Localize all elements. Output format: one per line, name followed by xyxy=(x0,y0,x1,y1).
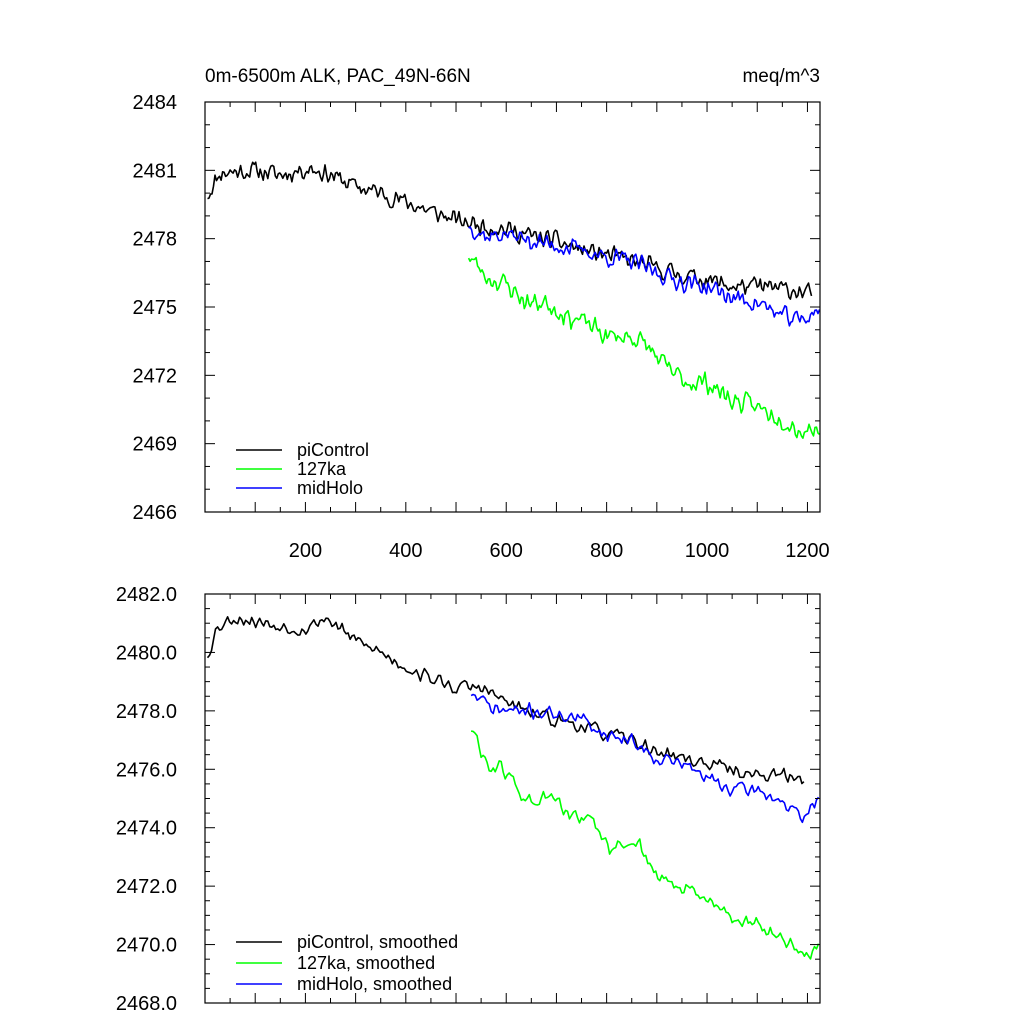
legend-label: midHolo xyxy=(297,478,363,498)
x-tick-label: 1000 xyxy=(685,540,730,562)
y-tick-label: 2472 xyxy=(133,365,178,387)
x-tick-label: 200 xyxy=(289,540,322,562)
y-tick-label: 2470.0 xyxy=(116,935,177,957)
series-line-midholo-smoothed xyxy=(470,693,820,824)
legend-label: midHolo, smoothed xyxy=(297,974,452,994)
bottom-panel: 2468.0 2470.0 2472.0 2474.0 2476.0 2478.0 2480… xyxy=(116,584,821,1015)
series-group xyxy=(206,616,820,960)
x-tick-label: 400 xyxy=(389,540,422,562)
legend-label: 127ka xyxy=(297,459,347,479)
y-tick-label: 2484 xyxy=(133,92,178,114)
y-tick-label: 2482.0 xyxy=(116,584,177,606)
y-tick-label: 2468.0 xyxy=(116,993,177,1015)
y-tick-label: 2478.0 xyxy=(116,701,177,723)
y-tick-label: 2480.0 xyxy=(116,642,177,664)
legend-label: 127ka, smoothed xyxy=(297,953,435,973)
y-tick-label: 2472.0 xyxy=(116,876,177,898)
x-tick-label: 1200 xyxy=(785,540,830,562)
y-tick-label: 2478 xyxy=(133,229,178,251)
series-line-127ka xyxy=(467,256,820,439)
series-line-picontrol xyxy=(207,161,813,300)
series-line-midholo xyxy=(468,226,820,327)
y-tick-label: 2469 xyxy=(133,434,178,456)
series-group xyxy=(207,161,820,439)
units-label: meq/m^3 xyxy=(742,66,820,87)
legend-label: piControl xyxy=(297,440,369,460)
x-tick-label: 800 xyxy=(590,540,623,562)
legend-label: piControl, smoothed xyxy=(297,932,458,952)
series-line-picontrol-smoothed xyxy=(206,616,805,785)
y-tick-label: 2466 xyxy=(133,502,178,524)
y-tick-label: 2481 xyxy=(133,160,178,182)
chart-title: 0m-6500m ALK, PAC_49N-66N xyxy=(205,66,471,87)
y-tick-label: 2474.0 xyxy=(116,818,177,840)
top-panel: 0m-6500m ALK, PAC_49N-66N meq/m^3 200 400 60… xyxy=(133,66,830,562)
x-tick-label: 600 xyxy=(490,540,523,562)
y-tick-label: 2476.0 xyxy=(116,759,177,781)
series-line-127ka-smoothed xyxy=(470,730,820,960)
y-tick-label: 2475 xyxy=(133,297,178,319)
